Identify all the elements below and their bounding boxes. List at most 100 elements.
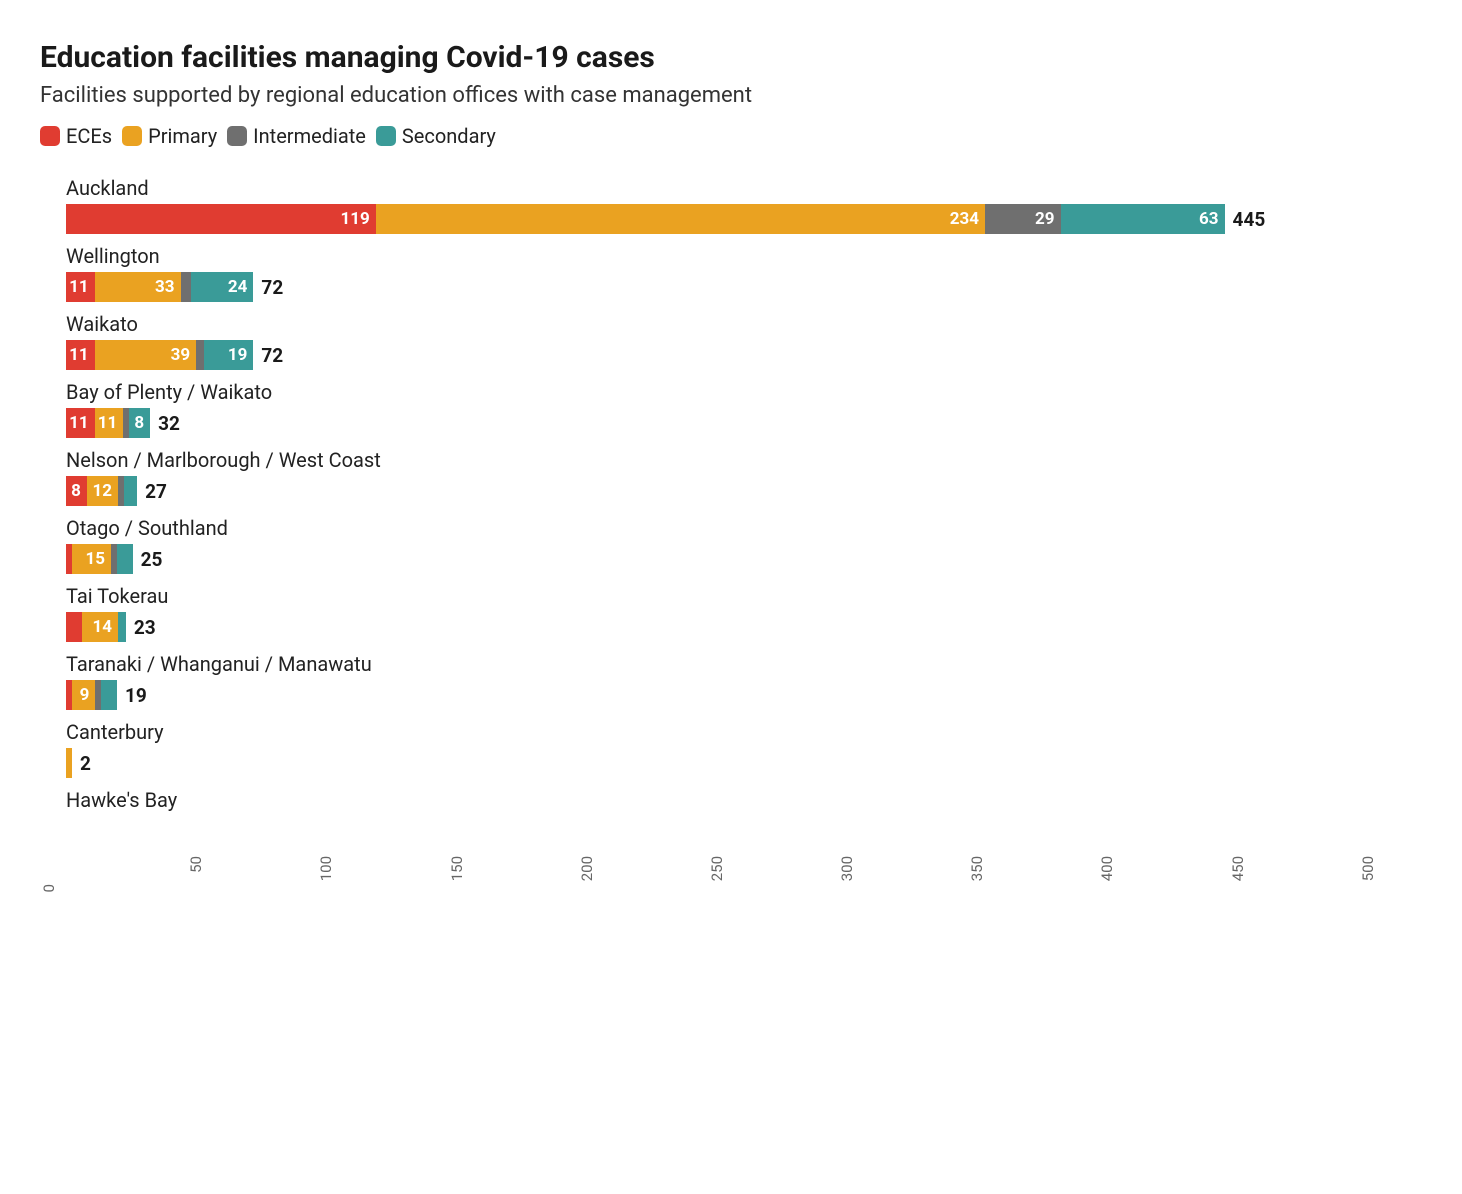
axis-tick: 150 bbox=[448, 856, 466, 881]
bar-track: 14 23 bbox=[66, 612, 1422, 642]
segment-value: 11 bbox=[69, 413, 89, 433]
segment-value: 15 bbox=[86, 549, 106, 569]
region-label: Otago / Southland bbox=[66, 516, 1422, 540]
bar-segment-secondary: 19 bbox=[204, 340, 253, 370]
legend-label: Intermediate bbox=[253, 124, 366, 148]
legend-item-intermediate: Intermediate bbox=[227, 124, 366, 148]
legend-swatch-primary bbox=[122, 126, 142, 146]
segment-value: 11 bbox=[69, 345, 89, 365]
bar-track: 11 33 24 72 bbox=[66, 272, 1422, 302]
bar-segment-primary: 11 bbox=[95, 408, 124, 438]
bar-row: Otago / Southland1525 bbox=[66, 516, 1422, 574]
segment-value: 119 bbox=[341, 209, 370, 229]
legend-item-primary: Primary bbox=[122, 124, 217, 148]
axis-tick: 300 bbox=[838, 856, 856, 881]
bar-total: 72 bbox=[261, 276, 283, 299]
bar-segment-secondary bbox=[124, 476, 137, 506]
region-label: Canterbury bbox=[66, 720, 1422, 744]
region-label: Wellington bbox=[66, 244, 1422, 268]
segment-value: 8 bbox=[71, 481, 81, 501]
axis-tick: 250 bbox=[708, 856, 726, 881]
segment-value: 24 bbox=[228, 277, 248, 297]
bar-segment-primary: 15 bbox=[72, 544, 111, 574]
bar-total: 445 bbox=[1233, 208, 1266, 231]
segment-value: 19 bbox=[228, 345, 248, 365]
axis-tick: 400 bbox=[1098, 856, 1116, 881]
region-label: Bay of Plenty / Waikato bbox=[66, 380, 1422, 404]
axis-tick: 100 bbox=[317, 856, 335, 881]
bar-track: 11 39 19 72 bbox=[66, 340, 1422, 370]
bar-track bbox=[66, 816, 1422, 846]
bar-row: Taranaki / Whanganui / Manawatu919 bbox=[66, 652, 1422, 710]
bar-segment-primary: 33 bbox=[95, 272, 181, 302]
bar-row: Waikato 11 39 19 72 bbox=[66, 312, 1422, 370]
bar-row: Hawke's Bay bbox=[66, 788, 1422, 846]
bar-segment-eces: 11 bbox=[66, 408, 95, 438]
bar-segment-primary: 39 bbox=[95, 340, 197, 370]
region-label: Waikato bbox=[66, 312, 1422, 336]
segment-value: 39 bbox=[171, 345, 191, 365]
segment-value: 11 bbox=[98, 413, 118, 433]
axis-tick: 350 bbox=[968, 856, 986, 881]
segment-value: 63 bbox=[1199, 209, 1219, 229]
axis-tick-0: 0 bbox=[40, 884, 58, 892]
bar-row: Wellington 11 33 24 72 bbox=[66, 244, 1422, 302]
bar-total: 19 bbox=[125, 684, 147, 707]
bar-row: Nelson / Marlborough / West Coast81227 bbox=[66, 448, 1422, 506]
bar-segment-eces bbox=[66, 612, 82, 642]
bar-total: 23 bbox=[134, 616, 156, 639]
bar-track: 1525 bbox=[66, 544, 1422, 574]
region-label: Tai Tokerau bbox=[66, 584, 1422, 608]
bar-row: Bay of Plenty / Waikato1111832 bbox=[66, 380, 1422, 438]
segment-value: 234 bbox=[950, 209, 979, 229]
bar-row: Auckland 119 234 29 63 445 bbox=[66, 176, 1422, 234]
segment-value: 29 bbox=[1035, 209, 1055, 229]
axis-tick: 450 bbox=[1229, 856, 1247, 881]
bar-segment-intermediate: 29 bbox=[985, 204, 1061, 234]
bar-segment-primary: 12 bbox=[87, 476, 118, 506]
legend: ECEs Primary Intermediate Secondary bbox=[40, 124, 1422, 148]
bar-track: 1111832 bbox=[66, 408, 1422, 438]
legend-item-eces: ECEs bbox=[40, 124, 112, 148]
segment-value: 33 bbox=[155, 277, 175, 297]
axis-tick: 500 bbox=[1359, 856, 1377, 881]
legend-swatch-secondary bbox=[376, 126, 396, 146]
bar-row: Canterbury 2 bbox=[66, 720, 1422, 778]
bar-segment-intermediate bbox=[196, 340, 204, 370]
legend-label: Primary bbox=[148, 124, 217, 148]
segment-value: 9 bbox=[80, 685, 90, 705]
bar-segment-primary: 14 bbox=[82, 612, 118, 642]
bar-segment-secondary bbox=[117, 544, 133, 574]
segment-value: 11 bbox=[69, 277, 89, 297]
region-label: Nelson / Marlborough / West Coast bbox=[66, 448, 1422, 472]
bar-total: 2 bbox=[80, 752, 91, 775]
legend-label: Secondary bbox=[402, 124, 496, 148]
bar-segment-secondary bbox=[118, 612, 126, 642]
bar-segment-primary: 234 bbox=[376, 204, 985, 234]
bar-segment-eces: 8 bbox=[66, 476, 87, 506]
bar-total: 72 bbox=[261, 344, 283, 367]
bar-segment-eces: 119 bbox=[66, 204, 376, 234]
region-label: Hawke's Bay bbox=[66, 788, 1422, 812]
bar-segment-eces: 11 bbox=[66, 272, 95, 302]
bar-track: 119 234 29 63 445 bbox=[66, 204, 1422, 234]
bar-rows: Auckland1192342963445Wellington11332472W… bbox=[66, 176, 1422, 846]
axis-tick: 200 bbox=[578, 856, 596, 881]
chart-title: Education facilities managing Covid-19 c… bbox=[40, 40, 1422, 75]
legend-swatch-eces bbox=[40, 126, 60, 146]
bar-row: Tai Tokerau 14 23 bbox=[66, 584, 1422, 642]
bar-segment-intermediate bbox=[181, 272, 191, 302]
legend-item-secondary: Secondary bbox=[376, 124, 496, 148]
axis-tick: 50 bbox=[187, 856, 205, 873]
chart-subtitle: Facilities supported by regional educati… bbox=[40, 83, 1422, 108]
bar-segment-primary: 9 bbox=[72, 680, 95, 710]
legend-swatch-intermediate bbox=[227, 126, 247, 146]
chart-area: 0 Auckland1192342963445Wellington1133247… bbox=[40, 176, 1422, 912]
region-label: Auckland bbox=[66, 176, 1422, 200]
bar-total: 25 bbox=[141, 548, 163, 571]
bar-segment-secondary bbox=[101, 680, 117, 710]
bar-segment-secondary: 24 bbox=[191, 272, 253, 302]
bar-segment-secondary: 63 bbox=[1061, 204, 1225, 234]
segment-value: 12 bbox=[93, 481, 113, 501]
x-axis: 50 100 150 200 250 300 350 400 450 500 bbox=[66, 856, 1422, 912]
